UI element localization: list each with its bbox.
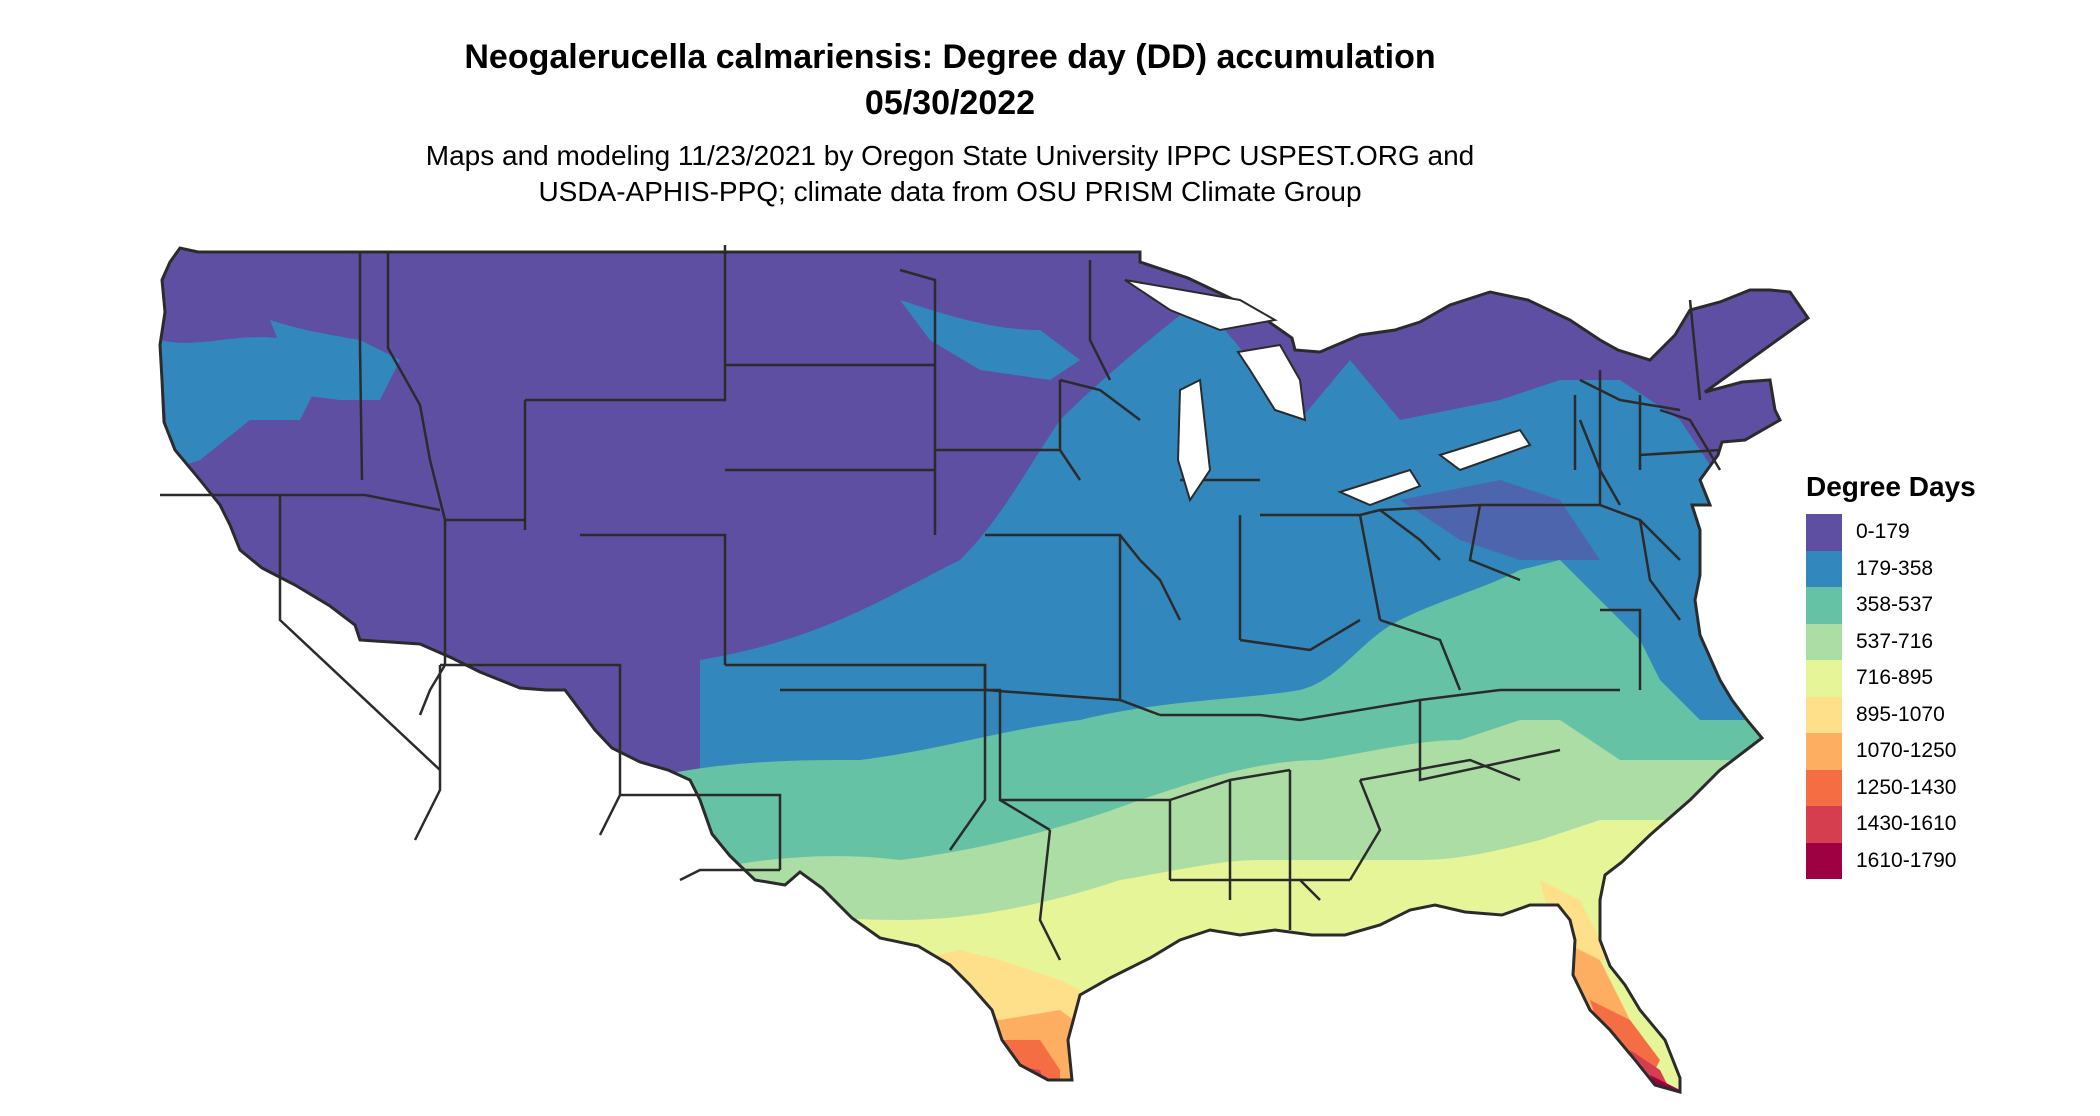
legend-rows: 0-179 179-358 358-537 537-716 716-895 895-107… <box>1806 514 2066 879</box>
legend-item: 1610-1790 <box>1806 842 2066 879</box>
map-credit-line-2: USDA-APHIS-PPQ; climate data from OSU PR… <box>538 176 1362 207</box>
legend-label: 1070-1250 <box>1856 739 1957 763</box>
legend-label: 895-1070 <box>1856 702 1945 726</box>
legend-swatch <box>1806 696 1842 733</box>
legend-item: 537-716 <box>1806 623 2066 660</box>
legend-item: 0-179 <box>1806 514 2066 551</box>
great-lakes <box>1124 279 1532 507</box>
legend-label: 716-895 <box>1856 666 1934 690</box>
legend: Degree Days 0-179 179-358 358-537 537-716 71… <box>1806 470 2066 879</box>
legend-label: 0-179 <box>1856 520 1910 544</box>
legend-swatch <box>1806 769 1842 806</box>
legend-swatch <box>1806 733 1842 770</box>
legend-item: 358-537 <box>1806 587 2066 624</box>
legend-item: 179-358 <box>1806 550 2066 587</box>
legend-label: 1610-1790 <box>1856 848 1957 872</box>
legend-label: 179-358 <box>1856 556 1934 580</box>
legend-label: 537-716 <box>1856 629 1934 653</box>
legend-swatch <box>1806 806 1842 843</box>
legend-title: Degree Days <box>1806 471 1976 502</box>
legend-item: 716-895 <box>1806 660 2066 697</box>
legend-item: 1430-1610 <box>1806 806 2066 843</box>
legend-swatch <box>1806 587 1842 624</box>
map-credit-line-1: Maps and modeling 11/23/2021 by Oregon S… <box>425 140 1475 171</box>
legend-item: 895-1070 <box>1806 696 2066 733</box>
map-title: Neogalerucella calmariensis: Degree day … <box>464 38 1436 76</box>
legend-swatch <box>1806 660 1842 697</box>
legend-label: 1250-1430 <box>1856 775 1957 799</box>
state-boundaries <box>160 245 1722 961</box>
legend-label: 1430-1610 <box>1856 812 1957 836</box>
degree-day-bands <box>160 248 1808 1092</box>
legend-swatch <box>1806 550 1842 587</box>
legend-swatch <box>1806 514 1842 551</box>
map-date: 05/30/2022 <box>864 84 1036 122</box>
legend-item: 1070-1250 <box>1806 733 2066 770</box>
legend-swatch <box>1806 623 1842 660</box>
legend-label: 358-537 <box>1856 593 1934 617</box>
legend-item: 1250-1430 <box>1806 769 2066 806</box>
legend-swatch <box>1806 842 1842 879</box>
